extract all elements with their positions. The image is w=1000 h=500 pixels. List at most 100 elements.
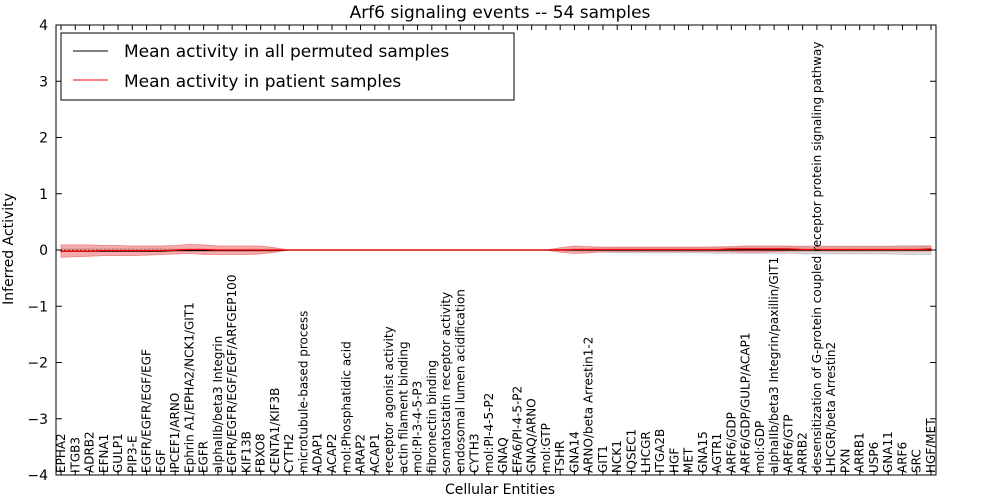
data-point: [217, 249, 219, 251]
x-tick-label: HGF/MET: [924, 418, 938, 473]
x-tick-label: ARRB2: [796, 432, 810, 473]
x-tick-label: mol:GDP: [753, 421, 767, 473]
legend-label-patient: Mean activity in patient samples: [124, 72, 401, 92]
y-tick-label: 4: [39, 18, 48, 34]
y-tick-label: −1: [27, 299, 48, 315]
data-point: [274, 249, 276, 251]
x-tick-label: EGFR: [197, 441, 211, 473]
data-point: [203, 248, 205, 251]
x-tick-label: EGFR/EGFR/EGF/EGF/ARFGEP100: [225, 275, 239, 473]
x-tick-label: endosomal lumen acidification: [453, 289, 467, 473]
data-point: [288, 249, 290, 251]
data-point: [659, 248, 661, 251]
x-tick-label: Ephrin A1/EPHA2/NCK1/GIT1: [182, 302, 196, 473]
data-point: [516, 249, 518, 251]
x-axis: EPHA2 ITGB3 ADRB2 EFNA1 GULP1 PIP3-E EGFR/EGFR…: [54, 25, 938, 475]
x-tick-label: ARF6/GTP: [781, 414, 795, 473]
data-point: [773, 248, 775, 250]
x-tick-label: mol:Phosphatidic acid: [339, 341, 353, 473]
data-point: [730, 248, 732, 250]
x-tick-label: desensitization of G-protein coupled rec…: [810, 42, 824, 473]
data-point: [231, 249, 233, 251]
x-tick-label: LHCGR/beta Arrestin2: [824, 342, 838, 473]
data-point: [844, 248, 847, 251]
legend-box: [60, 32, 515, 101]
chart-title: Arf6 signaling events -- 54 samples: [350, 3, 651, 23]
series-lines: [60, 248, 932, 252]
x-tick-label: actin filament binding: [396, 341, 410, 473]
data-point: [88, 250, 91, 252]
x-tick-label: microtubule-based process: [296, 311, 310, 473]
data-point: [802, 248, 804, 251]
data-point: [873, 248, 875, 251]
data-point: [174, 249, 176, 251]
data-point: [787, 248, 789, 250]
x-tick-label: GNAQ/ARNO: [525, 398, 539, 473]
x-axis-label: Cellular Entities: [445, 482, 555, 498]
x-tick-label: KIF13B: [239, 431, 253, 473]
legend-label-permuted: Mean activity in all permuted samples: [124, 42, 449, 62]
x-tick-label: somatostatin receptor activity: [439, 292, 453, 473]
x-tick-label: alphaIIb/beta3 Integrin: [211, 336, 225, 473]
x-tick-label: EFNA1: [97, 434, 111, 473]
data-point: [759, 249, 761, 251]
data-point: [131, 249, 133, 252]
x-tick-label: ITGB3: [68, 437, 82, 473]
data-point: [188, 248, 190, 251]
x-tick-label: EFA6/PI-4-5-P2: [510, 386, 524, 473]
data-point: [431, 249, 433, 251]
x-tick-label: PXN: [838, 449, 852, 473]
x-tick-label: fibronectin binding: [425, 360, 439, 473]
x-tick-label: GIT1: [596, 445, 610, 473]
data-point: [716, 248, 718, 251]
data-point: [859, 248, 861, 251]
data-point: [588, 248, 590, 251]
data-point: [459, 249, 461, 251]
data-point: [74, 250, 76, 252]
data-point: [787, 249, 789, 251]
series-line-patient: [61, 248, 932, 252]
x-tick-label: EGFR/EGFR/EGF/EGF: [140, 349, 154, 473]
x-tick-label: GNA14: [567, 431, 581, 473]
data-point: [916, 248, 918, 251]
x-tick-label: GNAQ: [496, 437, 510, 473]
x-tick-label: mol:PI-4-5-P2: [482, 393, 496, 473]
x-tick-label: CENTA1/KIF3B: [268, 388, 282, 473]
data-point: [188, 249, 190, 252]
data-point: [887, 248, 889, 251]
data-point: [901, 248, 904, 251]
y-tick-label: 1: [39, 187, 48, 203]
x-tick-label: EGF: [154, 449, 168, 473]
data-point: [260, 249, 262, 251]
data-point: [602, 248, 604, 251]
x-tick-label: ACAP1: [368, 434, 382, 473]
data-point: [559, 249, 561, 251]
x-tick-label: GNA11: [881, 431, 895, 473]
x-tick-label: LHCGR: [639, 431, 653, 473]
x-tick-label: EPHA2: [54, 433, 68, 473]
data-point: [203, 249, 205, 252]
y-tick-label: 3: [39, 74, 48, 90]
x-tick-label: IQSEC1: [624, 429, 638, 473]
data-point: [416, 249, 419, 251]
data-point: [616, 248, 618, 251]
data-point: [673, 248, 675, 251]
y-tick-label: −2: [27, 356, 48, 372]
data-point: [117, 249, 119, 252]
y-tick-label: 0: [39, 243, 48, 259]
data-point: [388, 249, 390, 251]
x-tick-label: NCK1: [610, 440, 624, 473]
data-point: [744, 248, 747, 250]
x-tick-label: GULP1: [111, 433, 125, 473]
x-tick-label: mol:PI-3-4-5-P3: [411, 381, 425, 473]
data-point: [359, 249, 362, 251]
x-tick-label: TSHR: [553, 441, 567, 474]
y-axis-label: Inferred Activity: [1, 193, 17, 305]
x-tick-label: receptor agonist activity: [382, 326, 396, 473]
data-point: [502, 249, 504, 251]
data-point: [687, 248, 690, 251]
data-point: [474, 249, 476, 251]
x-tick-label: PIP3-E: [125, 435, 139, 473]
x-tick-label: CYTH3: [468, 434, 482, 474]
data-point: [402, 249, 404, 251]
